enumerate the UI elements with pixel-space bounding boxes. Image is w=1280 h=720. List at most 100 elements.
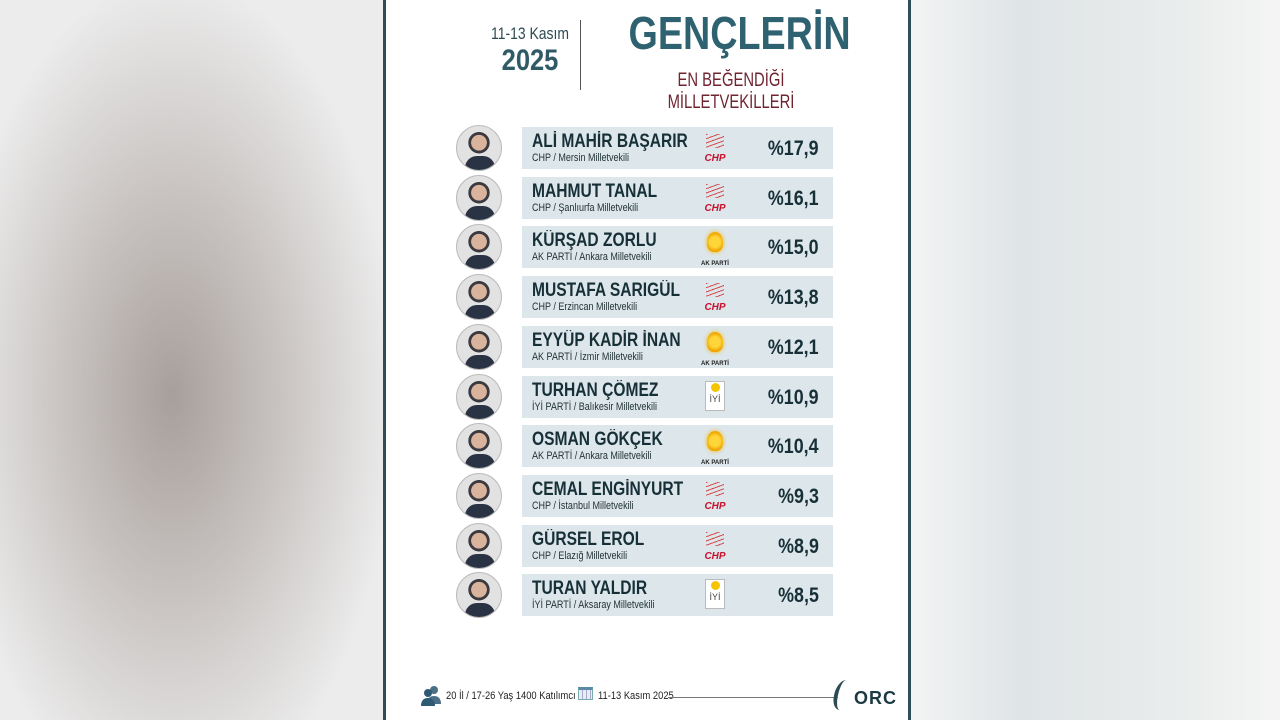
header-divider [580,20,581,90]
ranking-bar: MAHMUT TANAL CHP / Şanlıurfa Milletvekil… [522,176,833,219]
ranking-row: TURAN YALDIR İYİ PARTİ / Aksaray Milletv… [454,572,834,619]
avatar [456,373,502,420]
percentage: %8,9 [778,534,819,558]
ranking-row: MUSTAFA SARIGÜL CHP / Erzincan Milletvek… [454,274,834,321]
calendar-icon [578,687,593,700]
mp-name: MUSTAFA SARIGÜL [532,280,681,302]
infographic-card: 11-13 Kasım 2025 GENÇLERİN EN BEĞENDİĞİ … [383,0,911,720]
percentage: %13,8 [768,286,819,310]
orc-logo-mark-icon [830,680,856,710]
percentage: %9,3 [778,484,819,508]
percentage: %10,4 [768,435,819,459]
mp-party-district: CHP / Erzincan Milletvekili [532,301,638,314]
page-subtitle: EN BEĞENDİĞİ MİLLETVEKİLLERİ [667,70,795,113]
mp-party-district: İYİ PARTİ / Balıkesir Milletvekili [532,400,657,413]
iyi-sun-logo-icon: İYİ [705,380,725,411]
party-logo: CHP [700,530,730,562]
mp-name: GÜRSEL EROL [532,528,645,550]
survey-year: 2025 [501,44,559,77]
mp-party-district: İYİ PARTİ / Aksaray Milletvekili [532,599,655,612]
avatar [456,224,502,271]
party-logo-text: CHP [704,153,726,164]
party-logo-text: CHP [704,202,726,214]
mp-name: CEMAL ENGİNYURT [532,478,684,500]
blurred-background-left [0,0,383,720]
party-logo: CHP [700,182,730,214]
party-logo: AK PARTİ [700,231,730,267]
party-logo: CHP [700,281,730,313]
ranking-row: CEMAL ENGİNYURT CHP / İstanbul Milletvek… [454,472,834,519]
mp-name: TURAN YALDIR [532,578,648,600]
party-logo-text: CHP [704,302,726,314]
mp-party-district: CHP / Mersin Milletvekili [532,152,630,164]
mp-name: ALİ MAHİR BAŞARIR [532,131,688,152]
ranking-bar: TURHAN ÇÖMEZ İYİ PARTİ / Balıkesir Mille… [522,375,833,418]
footer-date: 11-13 Kasım 2025 [598,690,674,702]
percentage: %15,0 [768,236,819,260]
sample-info: 20 İl / 17-26 Yaş 1400 Katılımcı [446,690,576,702]
mp-name: KÜRŞAD ZORLU [532,230,657,252]
ranking-bar: GÜRSEL EROL CHP / Elazığ Milletvekili CH… [522,524,833,567]
party-logo: CHP [700,480,730,512]
ranking-row: EYYÜP KADİR İNAN AK PARTİ / İzmir Millet… [454,323,834,370]
party-logo-text: CHP [704,500,726,512]
ranking-row: KÜRŞAD ZORLU AK PARTİ / Ankara Milletvek… [454,224,834,271]
page-title: GENÇLERİN [628,7,851,59]
ranking-bar: CEMAL ENGİNYURT CHP / İstanbul Milletvek… [522,474,833,517]
iyi-sun-logo-icon: İYİ [705,579,725,610]
avatar [456,572,502,619]
mp-party-district: AK PARTİ / İzmir Milletvekili [532,350,643,363]
mp-name: EYYÜP KADİR İNAN [532,329,681,351]
ranking-row: OSMAN GÖKÇEK AK PARTİ / Ankara Milletvek… [454,423,834,470]
party-logo: AK PARTİ [700,430,730,466]
avatar [456,274,502,321]
orc-logo: ORC [830,680,898,714]
party-logo-text: AK PARTİ [701,261,729,268]
party-logo: CHP [700,132,730,164]
ranking-row: TURHAN ÇÖMEZ İYİ PARTİ / Balıkesir Mille… [454,373,834,420]
ranking-row: ALİ MAHİR BAŞARIR CHP / Mersin Milletvek… [454,125,834,171]
chp-rays-icon [706,283,724,298]
chp-rays-icon [706,531,724,546]
mp-name: MAHMUT TANAL [532,180,658,202]
percentage: %17,9 [768,137,819,160]
party-logo: İYİ [700,380,730,413]
party-logo-text: CHP [704,550,726,562]
lightbulb-icon [707,232,723,253]
ranking-bar: OSMAN GÖKÇEK AK PARTİ / Ankara Milletvek… [522,425,833,468]
ranking-bar: TURAN YALDIR İYİ PARTİ / Aksaray Milletv… [522,574,833,617]
mp-party-district: AK PARTİ / Ankara Milletvekili [532,251,652,264]
people-icon [421,686,441,706]
mp-name: OSMAN GÖKÇEK [532,429,663,451]
ranking-bar: MUSTAFA SARIGÜL CHP / Erzincan Milletvek… [522,276,833,319]
mp-party-district: CHP / Elazığ Milletvekili [532,549,628,562]
lightbulb-icon [707,331,723,352]
party-logo: AK PARTİ [700,331,730,367]
orc-logo-text: ORC [854,688,897,708]
lightbulb-icon [707,431,723,452]
party-logo-text: AK PARTİ [701,360,729,367]
mp-party-district: CHP / İstanbul Milletvekili [532,499,634,512]
ranking-bar: ALİ MAHİR BAŞARIR CHP / Mersin Milletvek… [522,127,833,169]
percentage: %12,1 [768,335,819,359]
mp-party-district: AK PARTİ / Ankara Milletvekili [532,450,652,463]
avatar [456,125,502,171]
footer-divider [668,697,838,698]
avatar [456,472,502,519]
ranking-row: MAHMUT TANAL CHP / Şanlıurfa Milletvekil… [454,174,834,221]
party-logo-text: AK PARTİ [701,460,729,467]
percentage: %8,5 [778,584,819,608]
avatar [456,423,502,470]
percentage: %16,1 [768,186,819,210]
survey-date-range: 11-13 Kasım [490,24,570,43]
chp-rays-icon [706,183,724,198]
ranking-bar: KÜRŞAD ZORLU AK PARTİ / Ankara Milletvek… [522,226,833,269]
avatar [456,522,502,569]
chp-rays-icon [706,134,724,148]
party-logo: İYİ [700,579,730,611]
ranking-bar: EYYÜP KADİR İNAN AK PARTİ / İzmir Millet… [522,325,833,368]
percentage: %10,9 [768,385,819,409]
avatar [456,323,502,370]
mp-name: TURHAN ÇÖMEZ [532,379,659,401]
chp-rays-icon [706,481,724,496]
